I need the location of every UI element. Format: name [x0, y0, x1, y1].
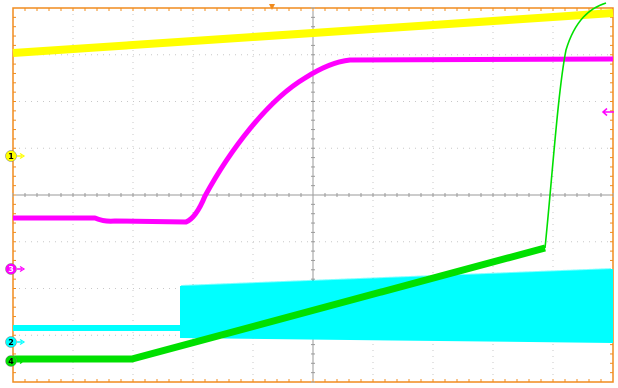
channel-arrow-icon: [19, 338, 26, 346]
channel-number: 2: [8, 338, 14, 347]
channel-arrow-icon: [19, 152, 26, 160]
channel-number: 1: [8, 152, 14, 161]
green-trace-spike: [544, 2, 607, 249]
channel-arrow-icon: [19, 357, 26, 365]
trigger-position-icon: [269, 4, 275, 10]
channel-badge: [5, 355, 17, 367]
yellow-trace: [12, 9, 614, 57]
channel-markers: 1 3 2 4: [5, 4, 614, 367]
magenta-trace: [13, 56, 614, 225]
channel-marker-cyan: 2: [5, 336, 26, 348]
left-arrow-icon: [601, 107, 608, 117]
waveform-traces: [12, 2, 614, 363]
channel-number: 3: [8, 265, 14, 274]
cyan-trace-baseline: [13, 325, 181, 331]
green-trace-ramp: [13, 244, 546, 363]
channel-arrow-icon: [19, 265, 26, 273]
channel-badge: [5, 336, 17, 348]
cyan-trace-band: [181, 269, 613, 343]
channel-marker-yellow: 1: [5, 150, 26, 162]
channel-marker-green: 4: [5, 355, 26, 367]
channel-badge: [5, 150, 17, 162]
channel-badge: [5, 263, 17, 275]
channel-marker-magenta: 3: [5, 263, 26, 275]
channel-number: 4: [8, 357, 14, 366]
magenta-reference-marker: [601, 107, 614, 117]
